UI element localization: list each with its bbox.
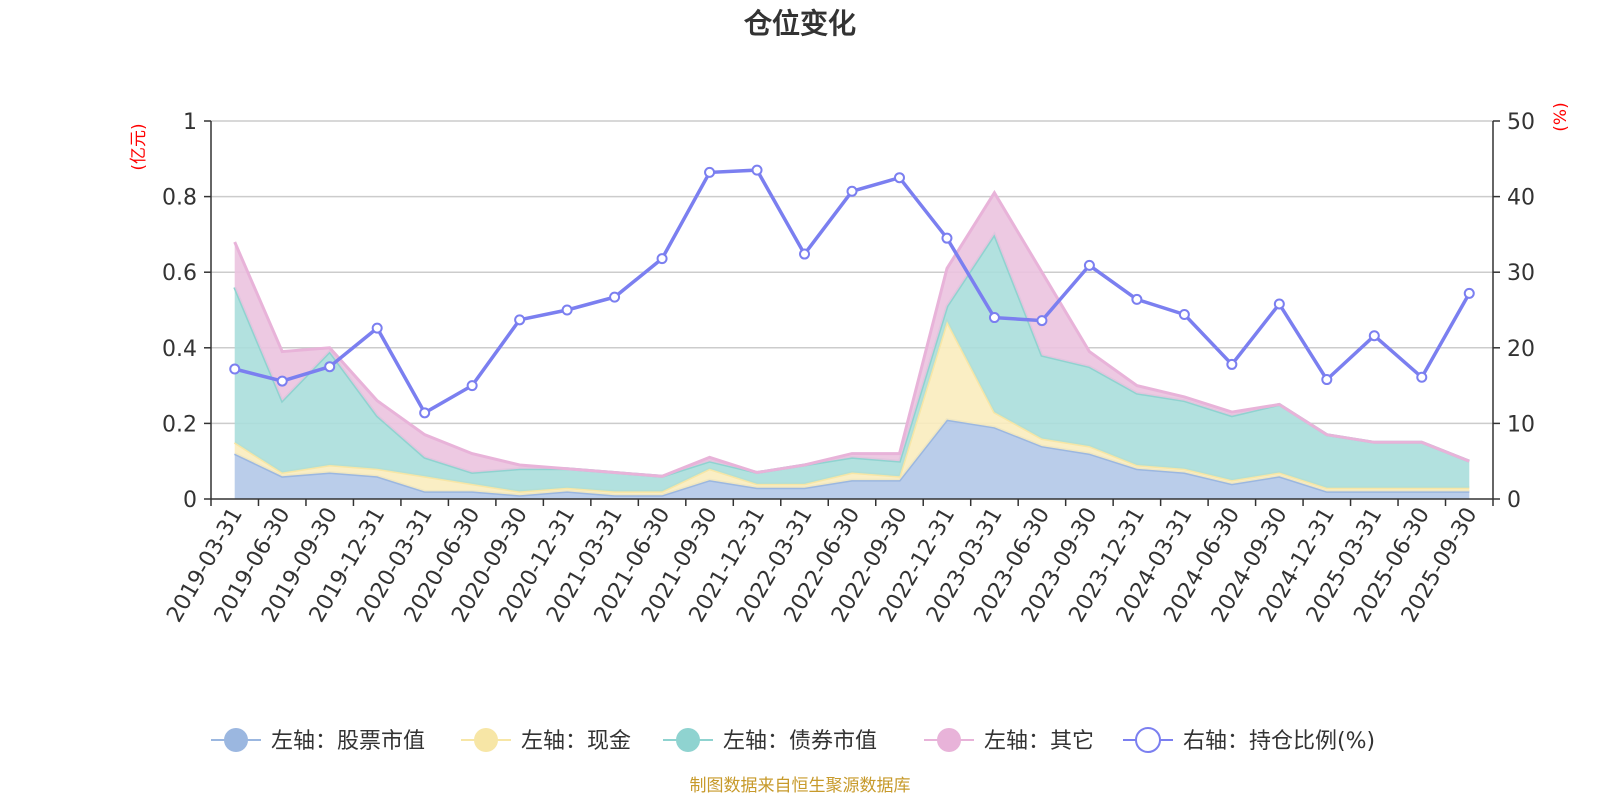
ratio-point [276,375,288,387]
legend-marker [676,728,700,752]
area-左轴：股票市值 [234,419,1470,499]
ratio-point [419,407,431,419]
ratio-point [893,172,905,184]
data-source-note: 制图数据来自恒生聚源数据库 [690,776,911,796]
ratio-point [324,361,336,373]
right-tick-label: 50 [1507,110,1535,135]
ratio-point [371,322,383,334]
left-tick-label: 0.8 [162,186,197,211]
chart-title: 仓位变化 [744,7,856,40]
area-edge-左轴：其它 [233,189,1470,478]
right-tick-label: 10 [1507,412,1535,437]
right-tick-label: 20 [1507,337,1535,362]
right-tick-label: 40 [1507,186,1535,211]
ratio-point [704,166,716,178]
axes [204,120,1500,506]
left-tick-label: 0.6 [162,261,197,286]
ratio-point [609,291,621,303]
ratio-point [988,312,1000,324]
right-axis-unit: (%) [1551,102,1571,131]
legend-marker [224,728,248,752]
ratio-point [1036,315,1048,327]
stacked-areas [233,189,1470,499]
legend-marker [474,728,498,752]
left-tick-label: 0.2 [162,412,197,437]
ratio-point [751,164,763,176]
ratio-point [656,253,668,265]
left-tick-label: 1 [183,110,197,135]
ratio-point [229,363,241,375]
legend-label: 左轴：其它 [984,729,1094,754]
left-tick-label: 0.4 [162,337,197,362]
legend-label: 右轴：持仓比例(%) [1183,729,1375,754]
left-axis-unit: (亿元) [129,123,149,170]
legend-marker [1135,727,1161,753]
ratio-point [1463,287,1475,299]
left-axis-ticks: 0 0.2 0.4 0.6 0.8 1 [162,110,197,513]
ratio-point [846,185,858,197]
ratio-point [466,380,478,392]
ratio-point [1416,371,1428,383]
legend-label: 左轴：股票市值 [271,729,425,754]
area-左轴：债券市值 [234,234,1470,492]
ratio-point [1226,358,1238,370]
legend-label: 左轴：现金 [521,729,631,754]
right-axis-ticks: 0 10 20 30 40 50 [1507,110,1535,513]
ratio-line [234,168,1471,416]
right-tick-label: 0 [1507,488,1521,513]
ratio-series [229,164,1475,419]
ratio-point [1321,374,1333,386]
ratio-point [941,232,953,244]
ratio-point [1131,293,1143,305]
ratio-point [1083,259,1095,271]
ratio-point [561,304,573,316]
legend-label: 左轴：债券市值 [723,729,877,754]
legend-marker [937,728,961,752]
ratio-point [514,314,526,326]
ratio-point [1178,309,1190,321]
right-tick-label: 30 [1507,261,1535,286]
ratio-point [799,248,811,260]
left-tick-label: 0 [183,488,197,513]
x-axis-ticks: 2019-03-312019-06-302019-09-302019-12-31… [162,503,1482,626]
ratio-point [1273,298,1285,310]
legend: 左轴：股票市值 左轴：现金 左轴：债券市值 左轴：其它 右轴：持仓比例(%) [211,727,1375,754]
ratio-point [1368,330,1380,342]
